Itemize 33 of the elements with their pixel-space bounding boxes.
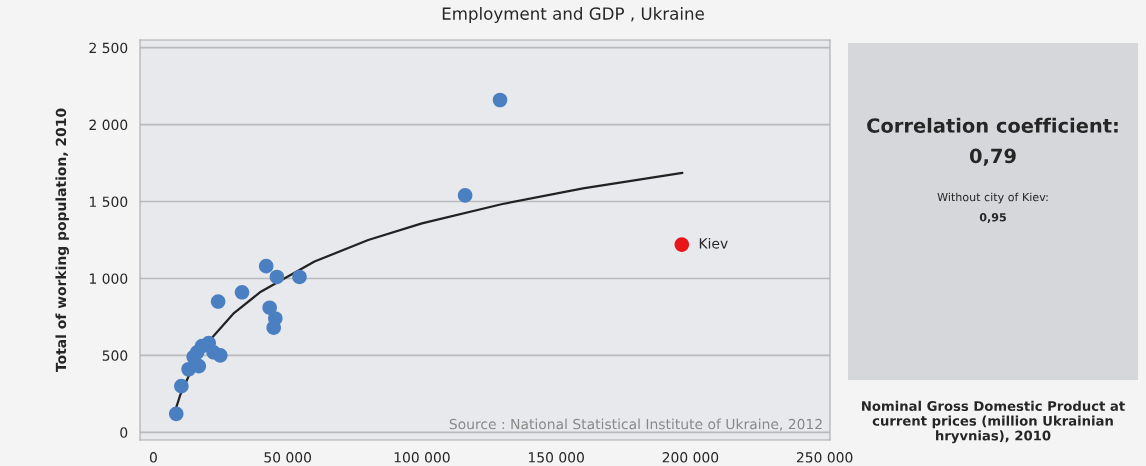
y-tick-label: 1 000 bbox=[89, 273, 128, 284]
point bbox=[258, 258, 274, 274]
point bbox=[266, 320, 281, 335]
point bbox=[292, 269, 307, 285]
point bbox=[234, 285, 250, 300]
y-tick-label: 0 bbox=[120, 427, 128, 438]
series-label: Kiev bbox=[699, 237, 728, 249]
y-tick-label: 1 500 bbox=[89, 196, 128, 208]
x-axis-title: Nominal Gross Domestic Product at current prices (million Ukrainian hryvnias), 2010 bbox=[862, 400, 1125, 444]
point bbox=[492, 92, 508, 108]
point bbox=[168, 406, 184, 422]
annotation: Source : National Statistical Institute of Ukraine, 2012 bbox=[449, 418, 822, 431]
text: 0,79 bbox=[969, 148, 1016, 166]
point bbox=[174, 378, 189, 394]
x-tick-label: 200 000 bbox=[662, 452, 719, 463]
y-tick-label: 2 000 bbox=[89, 119, 128, 131]
text: 0,95 bbox=[979, 213, 1006, 223]
x-tick-label: 250 000 bbox=[796, 452, 853, 463]
point bbox=[212, 348, 228, 363]
chart-title: Employment and GDP , Ukraine bbox=[442, 6, 704, 24]
point bbox=[674, 237, 690, 252]
x-tick-label: 0 bbox=[149, 452, 157, 463]
point bbox=[457, 188, 473, 203]
x-tick-label: 100 000 bbox=[394, 452, 450, 463]
point bbox=[210, 294, 226, 309]
y-axis-title: Total of working population, 2010 bbox=[55, 108, 69, 372]
y-tick-label: 500 bbox=[102, 350, 128, 361]
x-tick-label: 50 000 bbox=[264, 452, 312, 463]
y-tick-label: 2 500 bbox=[89, 42, 128, 54]
text: Correlation coefficient: bbox=[867, 117, 1118, 133]
text: Without city of Kiev: bbox=[937, 192, 1048, 204]
x-tick-label: 150 000 bbox=[528, 452, 584, 463]
point bbox=[269, 269, 285, 285]
